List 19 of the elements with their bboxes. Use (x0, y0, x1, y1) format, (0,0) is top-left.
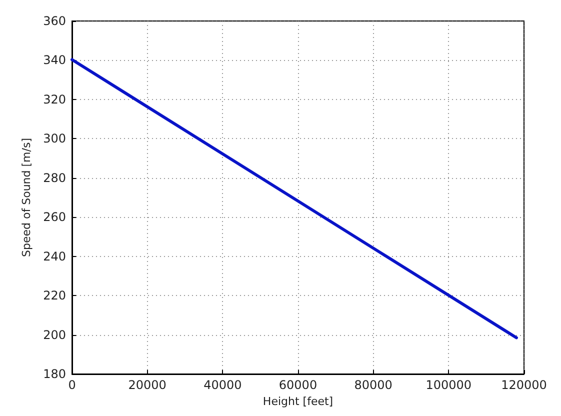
y-tick-label: 220 (43, 288, 66, 303)
y-tick-label: 320 (43, 92, 66, 106)
x-tick-label: 20000 (128, 378, 166, 392)
y-tick-label: 360 (43, 14, 66, 28)
y-axis-title: Speed of Sound [m/s] (20, 138, 34, 257)
y-tick-label: 280 (43, 170, 66, 185)
x-tick-label: 60000 (278, 378, 318, 392)
x-tick-label: 120000 (501, 378, 547, 392)
y-tick-label: 180 (43, 367, 66, 381)
y-tick-label: 240 (43, 249, 66, 264)
y-tick-label: 300 (43, 132, 66, 146)
x-tick-label: 100000 (426, 378, 472, 392)
y-tick-label: 260 (43, 210, 66, 224)
y-tick-label: 340 (43, 53, 66, 68)
x-tick-label: 0 (68, 378, 76, 392)
y-tick-label: 200 (43, 328, 66, 342)
x-axis-title: Height [feet] (262, 394, 334, 408)
x-tick-label: 80000 (354, 378, 392, 392)
x-tick-label: 40000 (204, 378, 242, 392)
